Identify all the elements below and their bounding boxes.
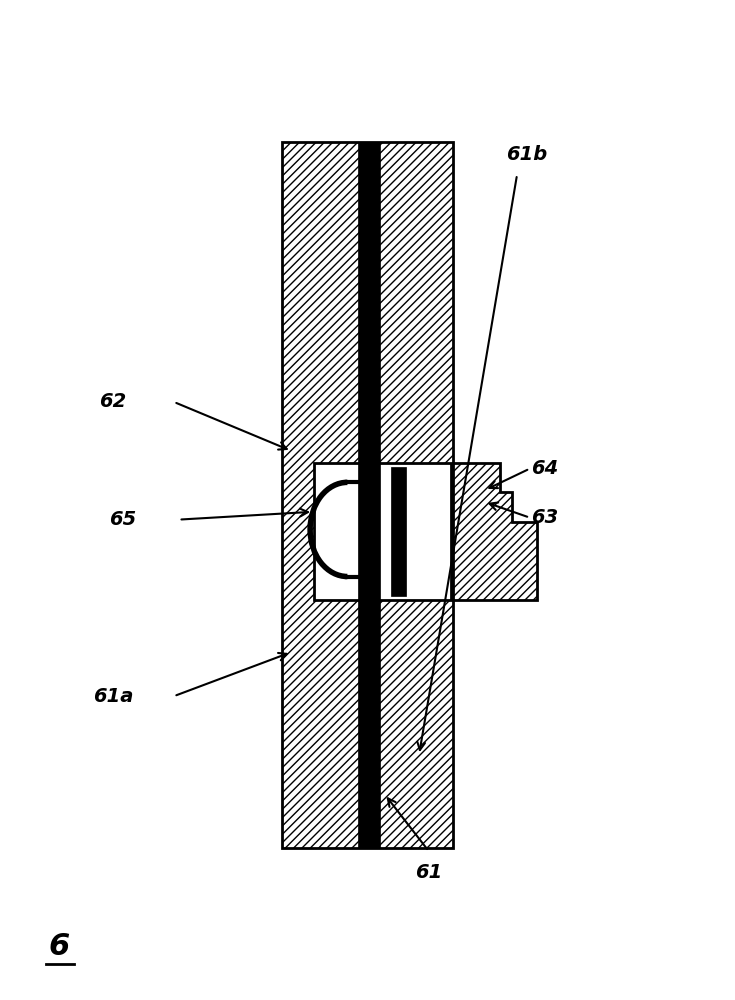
Bar	[390, 467, 406, 596]
Bar	[358, 463, 380, 600]
Text: 65: 65	[109, 510, 136, 529]
Text: 61a: 61a	[93, 687, 133, 706]
Bar	[314, 463, 451, 600]
Text: 6: 6	[49, 932, 69, 961]
Text: 61b: 61b	[506, 145, 548, 164]
Polygon shape	[453, 463, 537, 600]
Bar	[358, 142, 380, 848]
Text: 63: 63	[531, 508, 558, 527]
Bar	[282, 142, 453, 848]
Text: 62: 62	[99, 392, 126, 411]
Text: 61: 61	[415, 863, 442, 882]
Text: 64: 64	[531, 459, 558, 478]
